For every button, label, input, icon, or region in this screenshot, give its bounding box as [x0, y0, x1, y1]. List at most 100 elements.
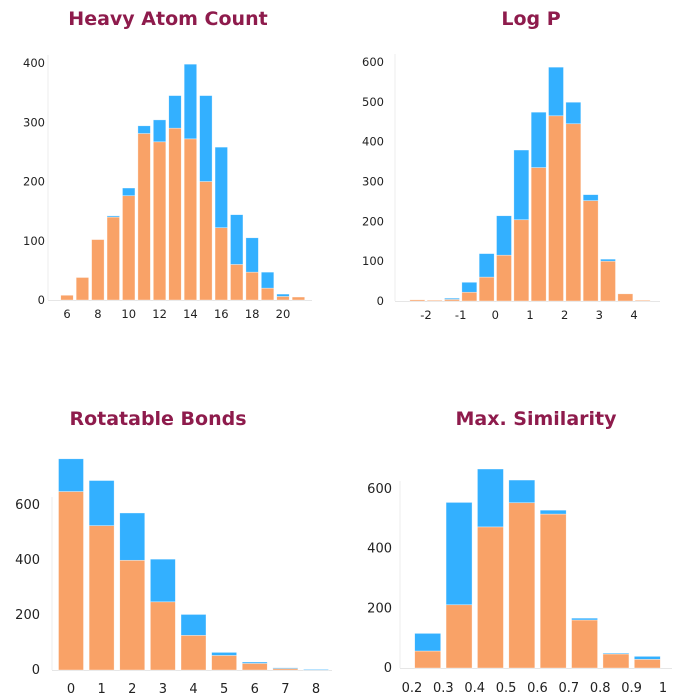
- x-tick-label: 7: [281, 682, 289, 697]
- y-tick-label: 400: [367, 542, 392, 557]
- bar-segment-upper: [582, 194, 599, 201]
- bar-segment-lower: [508, 502, 536, 669]
- x-tick-label: 20: [276, 307, 291, 321]
- x-tick-label: 12: [152, 307, 167, 321]
- bar-segment-lower: [88, 525, 115, 671]
- bar-segment-upper: [477, 468, 504, 528]
- bar-segment-lower: [199, 181, 213, 301]
- bar-segment-lower: [211, 655, 237, 671]
- x-tick-label: 6: [251, 682, 259, 697]
- bar-segment-upper: [153, 119, 167, 143]
- bar-segment-lower: [571, 619, 598, 669]
- bar-segment-upper: [530, 111, 547, 168]
- histogram-panel: Log P 0 100 200 300 400 500 600 -2 -1 0 1 2 3 4: [362, 8, 660, 322]
- histogram-panel: Rotatable Bonds 0 200 400 600 0 1 2 3 4 5 6 7 8: [15, 408, 332, 697]
- x-tick-label: 3: [159, 682, 167, 697]
- y-tick-label: 200: [23, 175, 45, 189]
- bar-segment-lower: [461, 291, 478, 302]
- y-tick-label: 100: [23, 234, 45, 248]
- bar-segment-upper: [272, 667, 299, 669]
- y-tick-label: 0: [377, 294, 384, 308]
- bar-segment-lower: [477, 526, 504, 669]
- bar-segment-lower: [409, 299, 426, 302]
- bar-segment-upper: [445, 502, 473, 606]
- x-tick-label: 16: [214, 307, 229, 321]
- bar-segment-upper: [414, 633, 441, 652]
- bar-segment-lower: [530, 167, 547, 302]
- x-tick-label: 0.6: [527, 681, 548, 696]
- bar-segment-lower: [291, 296, 305, 301]
- x-tick-label: 0.7: [559, 681, 580, 696]
- y-tick-label: 600: [367, 482, 392, 497]
- x-tick-label: 0.2: [402, 681, 423, 696]
- bar-segment-upper: [276, 293, 290, 297]
- bar-segment-lower: [445, 604, 473, 669]
- x-tick-label: 0: [67, 682, 75, 697]
- bar-segment-lower: [153, 141, 167, 301]
- bar-segment-upper: [88, 480, 115, 526]
- x-tick-label: 2: [561, 308, 568, 322]
- y-tick-label: 500: [362, 95, 384, 109]
- bar-segment-upper: [461, 281, 478, 293]
- bar-segment-lower: [58, 491, 84, 671]
- y-tick-label: 0: [38, 293, 45, 307]
- bar-segment-upper: [602, 652, 630, 655]
- y-tick-label: 200: [367, 601, 392, 616]
- x-tick-label: -1: [455, 308, 466, 322]
- x-tick-label: 0.5: [496, 681, 517, 696]
- y-tick-label: 200: [15, 608, 40, 623]
- bar-segment-upper: [565, 101, 582, 125]
- x-tick-label: 8: [312, 682, 320, 697]
- bar-segment-lower: [214, 227, 228, 301]
- bar-segment-lower: [496, 254, 512, 302]
- bar-segment-upper: [600, 258, 616, 262]
- bar-segment-lower: [634, 659, 661, 669]
- chart-title: Heavy Atom Count: [68, 8, 267, 30]
- y-tick-label: 300: [23, 115, 45, 129]
- bar-segment-lower: [600, 260, 616, 302]
- bar-segment-upper: [508, 479, 536, 504]
- bar-segment-lower: [426, 299, 443, 302]
- y-tick-label: 400: [23, 56, 45, 70]
- y-tick-label: 600: [362, 55, 384, 69]
- bar-segment-lower: [634, 299, 651, 302]
- bar-segment-upper: [241, 661, 268, 664]
- bar-segment-lower: [539, 513, 567, 669]
- x-tick-label: 18: [245, 307, 260, 321]
- bar-segment-lower: [582, 200, 599, 302]
- y-tick-label: 600: [15, 498, 40, 513]
- bar-segment-upper: [634, 656, 661, 660]
- x-tick-label: 2: [128, 682, 136, 697]
- bar-segment-lower: [276, 296, 290, 301]
- bar-segment-lower: [180, 635, 207, 671]
- x-tick-label: 1: [526, 308, 533, 322]
- bar-segment-upper: [513, 149, 530, 221]
- bar-segment-lower: [513, 219, 530, 302]
- x-tick-label: 5: [220, 682, 228, 697]
- x-tick-label: 1: [659, 681, 667, 696]
- bar-segment-lower: [617, 293, 634, 302]
- x-tick-label: 4: [630, 308, 637, 322]
- bar-segment-lower: [122, 195, 136, 301]
- bar-segment-upper: [211, 652, 237, 656]
- bar-segment-upper: [303, 669, 329, 671]
- bar-segment-upper: [245, 237, 259, 273]
- bar-segment-lower: [602, 653, 630, 669]
- bar-segment-upper: [122, 187, 136, 197]
- y-tick-label: 0: [32, 663, 40, 678]
- bar-segment-lower: [241, 663, 268, 671]
- bar-segment-upper: [183, 63, 197, 140]
- histogram-panel: Max. Similarity 0 200 400 600 0.2 0.3 0.4 0.5 0.6…: [367, 408, 672, 696]
- x-tick-label: 0.8: [590, 681, 611, 696]
- y-tick-label: 200: [362, 214, 384, 228]
- bar-segment-upper: [230, 214, 244, 265]
- bar-segment-upper: [478, 253, 495, 278]
- x-tick-label: 0.3: [433, 681, 454, 696]
- x-tick-label: 0: [492, 308, 499, 322]
- bar-segment-lower: [245, 271, 259, 301]
- bar-segment-lower: [168, 127, 182, 301]
- bar-segment-lower: [548, 115, 564, 302]
- bar-segment-upper: [444, 297, 460, 300]
- bar-segment-upper: [539, 509, 567, 515]
